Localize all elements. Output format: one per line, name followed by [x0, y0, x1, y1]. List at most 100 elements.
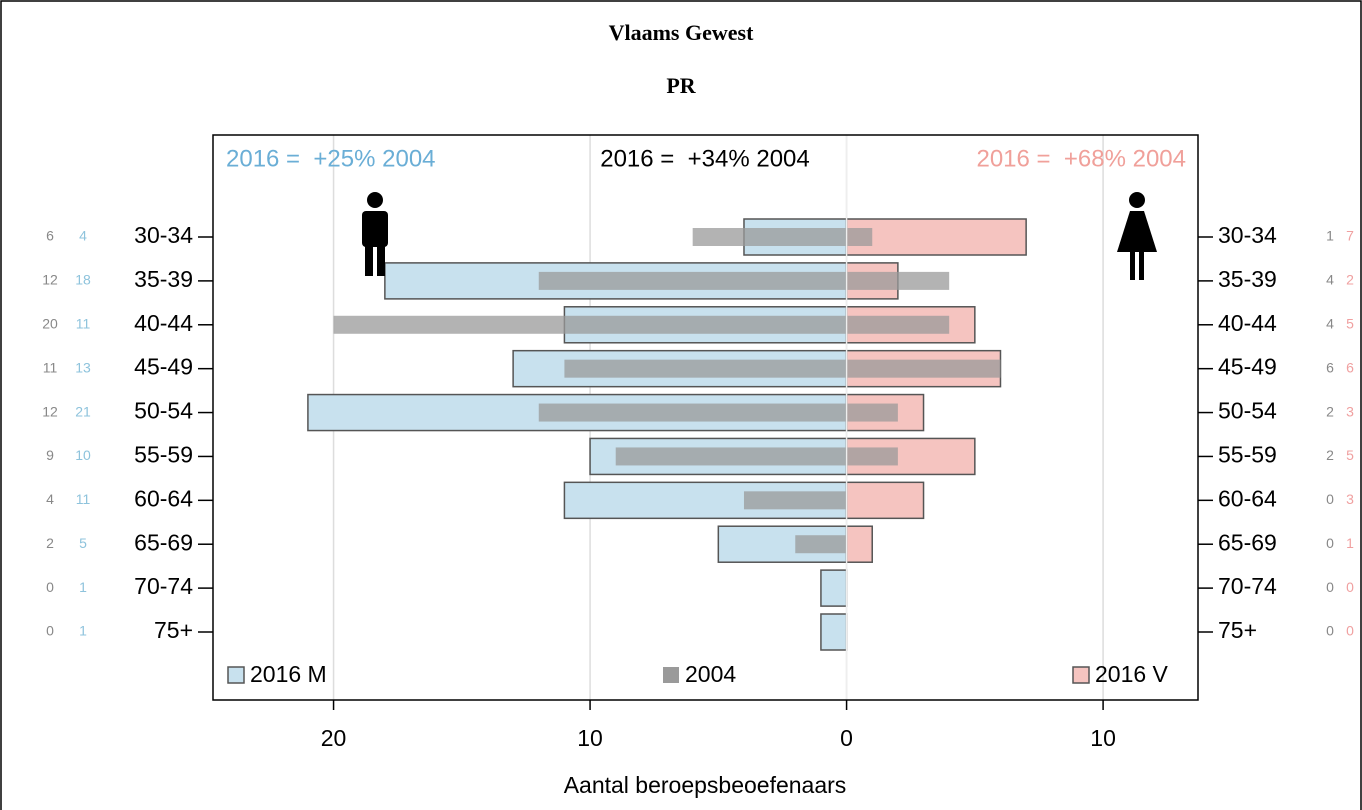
legend-swatch: [227, 666, 245, 684]
value-label: 7: [1346, 228, 1354, 244]
y-tick-label: 60-64: [134, 485, 193, 511]
legend-swatch: [1072, 666, 1090, 684]
bar-2004-m: [615, 447, 847, 466]
y-tick-label: 55-59: [134, 442, 193, 468]
value-label: 20: [42, 315, 58, 331]
bar-2016-m: [820, 569, 848, 607]
value-label: 11: [76, 491, 91, 507]
bar-2004-v: [846, 447, 898, 466]
chart-subtitle: PR: [666, 73, 696, 98]
legend-swatch: [663, 667, 679, 683]
value-label: 11: [76, 315, 91, 331]
value-label: 2: [1326, 447, 1334, 463]
bar-2016-v: [845, 437, 976, 476]
bar-2004-m: [538, 403, 847, 422]
value-label: 0: [1326, 535, 1334, 551]
value-label: 1: [79, 579, 87, 595]
value-label: 12: [42, 272, 58, 288]
value-label: 18: [75, 272, 91, 288]
annotation: 2016 = +34% 2004: [600, 145, 810, 172]
bar-2004-v: [846, 228, 873, 246]
bar-2004-m: [743, 491, 847, 510]
x-tick-label: 10: [577, 725, 603, 751]
legend-label: 2004: [685, 661, 736, 687]
value-label: 4: [1326, 272, 1334, 288]
x-tick-label: 20: [321, 725, 347, 751]
legend-label: 2016 M: [250, 661, 327, 687]
value-label: 2: [46, 535, 54, 551]
value-label: 9: [46, 447, 54, 463]
y-tick-label: 45-49: [134, 354, 193, 380]
value-label: 4: [1326, 315, 1334, 331]
bar-2004-v: [846, 271, 950, 290]
bar-2016-v: [845, 525, 873, 563]
y-tick-label: 65-69: [134, 529, 193, 555]
value-label: 4: [46, 491, 54, 507]
x-axis-label: Aantal beroepsbeoefenaars: [564, 772, 847, 798]
value-label: 1: [1346, 535, 1354, 551]
value-label: 5: [1346, 315, 1354, 331]
value-label: 11: [43, 359, 58, 375]
y-tick-label: 75+: [154, 617, 193, 643]
value-label: 0: [1326, 623, 1334, 639]
annotation: 2016 = +25% 2004: [226, 145, 436, 172]
value-label: 21: [75, 403, 91, 419]
value-label: 0: [1346, 623, 1354, 639]
bar-2016-v: [845, 481, 925, 520]
x-tick-label: 10: [1090, 725, 1116, 751]
value-label: 0: [1346, 579, 1354, 595]
value-label: 12: [42, 403, 58, 419]
value-label: 6: [46, 228, 54, 244]
y-tick-label: 50-54: [1218, 398, 1277, 424]
y-tick-label: 30-34: [1218, 222, 1277, 248]
value-label: 5: [1346, 447, 1354, 463]
value-label: 3: [1346, 403, 1354, 419]
bar-2016-m: [820, 613, 848, 651]
bar-2004-v: [846, 315, 950, 334]
value-label: 13: [75, 359, 91, 375]
y-tick-label: 40-44: [1218, 310, 1277, 336]
value-label: 5: [79, 535, 87, 551]
y-tick-label: 75+: [1218, 617, 1257, 643]
value-label: 1: [79, 623, 87, 639]
bar-2004-m: [795, 535, 847, 554]
value-label: 0: [46, 579, 54, 595]
value-label: 2: [1326, 403, 1334, 419]
x-tick-label: 0: [840, 725, 853, 751]
value-label: 10: [75, 447, 91, 463]
value-label: 4: [79, 228, 87, 244]
annotation: 2016 = +68% 2004: [976, 145, 1186, 172]
bar-2004-m: [538, 271, 847, 290]
bar-2004-m: [692, 228, 847, 246]
y-tick-label: 55-59: [1218, 442, 1277, 468]
y-tick-label: 50-54: [134, 398, 193, 424]
female-icon: [1117, 192, 1157, 280]
bar-2004-m: [564, 359, 847, 378]
chart-title: Vlaams Gewest: [609, 20, 754, 45]
value-label: 6: [1326, 359, 1334, 375]
value-label: 0: [1326, 579, 1334, 595]
y-tick-label: 65-69: [1218, 529, 1277, 555]
value-label: 0: [46, 623, 54, 639]
value-label: 0: [1326, 491, 1334, 507]
value-label: 6: [1346, 359, 1354, 375]
y-tick-label: 45-49: [1218, 354, 1277, 380]
value-label: 3: [1346, 491, 1354, 507]
y-tick-label: 70-74: [134, 573, 193, 599]
value-label: 2: [1346, 272, 1354, 288]
y-tick-label: 60-64: [1218, 485, 1277, 511]
y-tick-label: 35-39: [1218, 266, 1277, 292]
bar-2004-v: [846, 359, 1001, 378]
value-label: 1: [1326, 228, 1334, 244]
bar-2004-v: [846, 403, 898, 422]
plot-frame: [212, 134, 1199, 701]
bar-2016-v: [845, 218, 1027, 256]
legend-label: 2016 V: [1095, 661, 1169, 687]
y-tick-label: 70-74: [1218, 573, 1277, 599]
y-tick-label: 30-34: [134, 222, 193, 248]
male-icon: [362, 192, 388, 276]
y-tick-label: 40-44: [134, 310, 193, 336]
bar-2004-m: [333, 315, 847, 334]
